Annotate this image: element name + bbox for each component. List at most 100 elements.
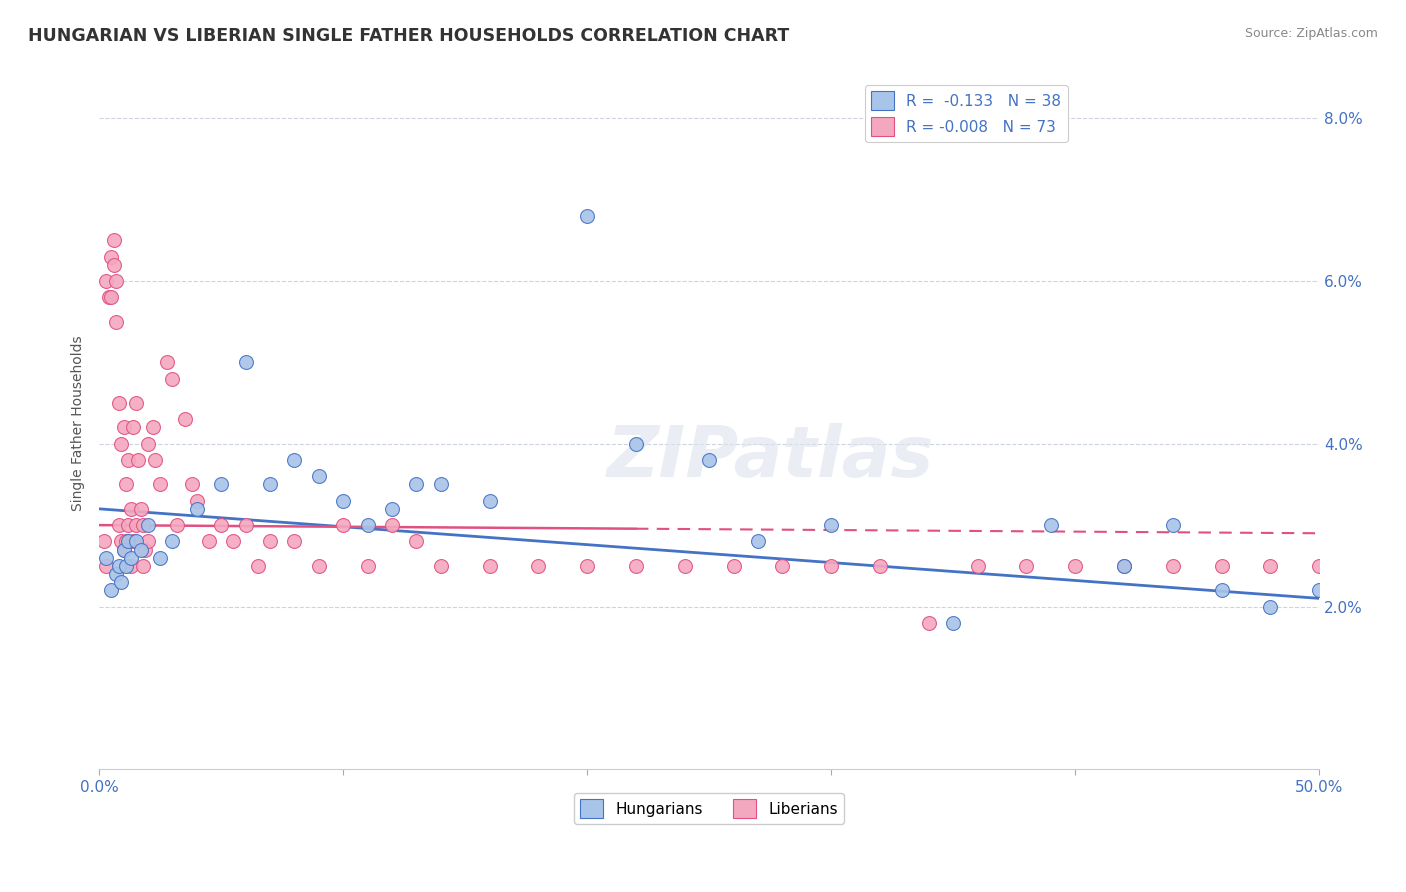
Point xyxy=(820,518,842,533)
Point xyxy=(115,558,138,573)
Point xyxy=(129,542,152,557)
Point xyxy=(1161,558,1184,573)
Text: Source: ZipAtlas.com: Source: ZipAtlas.com xyxy=(1244,27,1378,40)
Point xyxy=(222,534,245,549)
Point xyxy=(136,534,159,549)
Point xyxy=(747,534,769,549)
Point xyxy=(198,534,221,549)
Point xyxy=(332,493,354,508)
Point xyxy=(125,518,148,533)
Point xyxy=(624,436,647,450)
Point xyxy=(122,420,145,434)
Point xyxy=(1112,558,1135,573)
Point xyxy=(93,534,115,549)
Point xyxy=(356,558,378,573)
Point xyxy=(209,477,232,491)
Point xyxy=(156,355,179,369)
Point xyxy=(820,558,842,573)
Point xyxy=(673,558,696,573)
Point xyxy=(235,518,257,533)
Point xyxy=(356,518,378,533)
Point xyxy=(942,615,965,630)
Point xyxy=(136,436,159,450)
Point xyxy=(478,493,501,508)
Point xyxy=(117,534,139,549)
Point xyxy=(576,209,599,223)
Point xyxy=(143,453,166,467)
Point xyxy=(100,290,122,304)
Point xyxy=(173,412,195,426)
Point xyxy=(96,274,118,288)
Point xyxy=(105,274,128,288)
Point xyxy=(110,436,132,450)
Point xyxy=(149,550,172,565)
Point xyxy=(115,477,138,491)
Point xyxy=(186,501,208,516)
Point xyxy=(105,566,128,581)
Point xyxy=(166,518,188,533)
Point xyxy=(918,615,941,630)
Point xyxy=(1260,558,1282,573)
Point xyxy=(1039,518,1062,533)
Y-axis label: Single Father Households: Single Father Households xyxy=(72,335,86,511)
Point xyxy=(96,550,118,565)
Point xyxy=(117,453,139,467)
Point xyxy=(259,477,281,491)
Point xyxy=(110,534,132,549)
Point xyxy=(112,542,135,557)
Point xyxy=(283,453,305,467)
Point xyxy=(209,518,232,533)
Point xyxy=(966,558,988,573)
Point xyxy=(246,558,269,573)
Point xyxy=(149,477,172,491)
Point xyxy=(117,518,139,533)
Point xyxy=(527,558,550,573)
Point xyxy=(97,290,120,304)
Point xyxy=(134,542,156,557)
Point xyxy=(100,250,122,264)
Point xyxy=(1308,558,1330,573)
Point xyxy=(125,396,148,410)
Point xyxy=(112,420,135,434)
Point xyxy=(259,534,281,549)
Point xyxy=(103,233,125,247)
Point xyxy=(1211,583,1233,598)
Point xyxy=(186,493,208,508)
Point xyxy=(308,558,330,573)
Point xyxy=(180,477,202,491)
Point xyxy=(1161,518,1184,533)
Point xyxy=(107,396,129,410)
Point xyxy=(1211,558,1233,573)
Point xyxy=(869,558,891,573)
Point xyxy=(110,575,132,590)
Point xyxy=(132,518,155,533)
Point xyxy=(132,558,155,573)
Point xyxy=(142,420,165,434)
Point xyxy=(381,501,404,516)
Point xyxy=(129,501,152,516)
Point xyxy=(1308,583,1330,598)
Point xyxy=(127,453,149,467)
Point xyxy=(1064,558,1087,573)
Point xyxy=(162,371,184,385)
Point xyxy=(429,558,451,573)
Point xyxy=(107,518,129,533)
Point xyxy=(120,558,142,573)
Point xyxy=(115,534,138,549)
Point xyxy=(162,534,184,549)
Point xyxy=(107,558,129,573)
Point xyxy=(405,477,427,491)
Point xyxy=(332,518,354,533)
Point xyxy=(235,355,257,369)
Point xyxy=(770,558,793,573)
Point xyxy=(120,501,142,516)
Point xyxy=(697,453,720,467)
Point xyxy=(478,558,501,573)
Point xyxy=(136,518,159,533)
Point xyxy=(576,558,599,573)
Point xyxy=(405,534,427,549)
Point xyxy=(1015,558,1038,573)
Point xyxy=(105,315,128,329)
Point xyxy=(103,258,125,272)
Point xyxy=(429,477,451,491)
